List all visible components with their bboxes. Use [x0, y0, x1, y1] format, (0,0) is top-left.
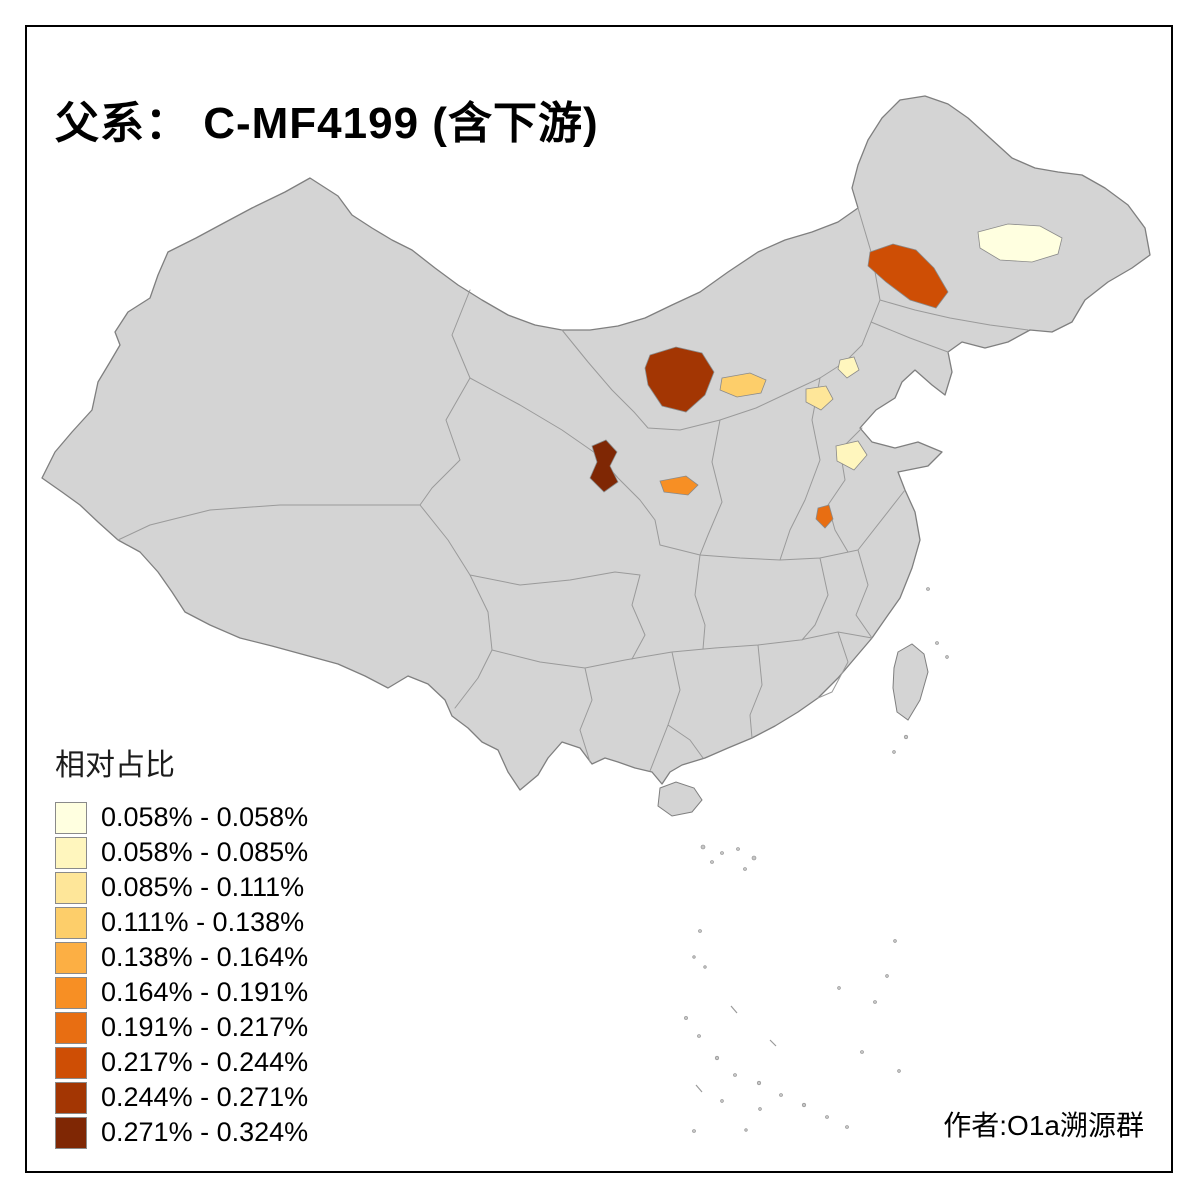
islet — [744, 1128, 748, 1132]
legend-row: 0.244% - 0.271% — [55, 1080, 308, 1115]
islet — [692, 955, 696, 959]
legend-swatch — [55, 941, 87, 974]
choropleth-region — [719, 372, 767, 398]
islet — [801, 1102, 807, 1108]
legend-swatch — [55, 801, 87, 834]
islet — [751, 855, 757, 861]
islet — [684, 1016, 688, 1020]
page-title: 父系： C-MF4199 (含下游) — [55, 99, 599, 149]
islet-dashes — [695, 1005, 777, 1093]
legend: 相对占比 0.058% - 0.058% 0.058% - 0.085% 0.0… — [55, 740, 308, 1150]
legend-swatch — [55, 1081, 87, 1114]
islet — [710, 860, 714, 864]
islet — [903, 734, 909, 740]
legend-title: 相对占比 — [55, 749, 175, 782]
legend-swatch — [55, 906, 87, 939]
attribution-text: 作者:O1a溯源群 — [943, 1110, 1144, 1141]
islet — [892, 750, 896, 754]
islet — [873, 1000, 877, 1004]
south-china-sea-islets — [684, 587, 949, 1133]
islet — [703, 965, 707, 969]
taiwan-island — [892, 643, 929, 721]
legend-label: 0.111% - 0.138% — [101, 907, 305, 937]
legend-row: 0.138% - 0.164% — [55, 940, 308, 975]
islet — [935, 641, 939, 645]
legend-rows: 0.058% - 0.058% 0.058% - 0.085% 0.085% -… — [55, 800, 308, 1150]
islet — [714, 1055, 720, 1061]
islet — [885, 974, 889, 978]
islet — [700, 844, 706, 850]
islet — [698, 929, 702, 933]
legend-label: 0.191% - 0.217% — [101, 1012, 309, 1042]
legend-row: 0.217% - 0.244% — [55, 1045, 308, 1080]
islet — [697, 1034, 701, 1038]
choropleth-region — [837, 356, 860, 379]
legend-row: 0.191% - 0.217% — [55, 1010, 308, 1045]
islet — [893, 939, 897, 943]
choropleth-region — [815, 504, 834, 529]
islet — [926, 587, 930, 591]
islet — [897, 1069, 901, 1073]
islet — [860, 1050, 864, 1054]
choropleth-region — [644, 346, 715, 413]
province-borders — [117, 207, 1029, 772]
choropleth-region — [659, 475, 699, 496]
legend-label: 0.164% - 0.191% — [101, 977, 309, 1007]
islet — [845, 1125, 849, 1129]
islet — [733, 1073, 737, 1077]
islet — [720, 851, 724, 855]
legend-label: 0.138% - 0.164% — [101, 942, 309, 972]
legend-row: 0.111% - 0.138% — [55, 905, 308, 940]
islet — [779, 1093, 783, 1097]
legend-row: 0.058% - 0.085% — [55, 835, 308, 870]
legend-swatch — [55, 871, 87, 904]
china-mainland — [41, 95, 1151, 791]
legend-label: 0.058% - 0.058% — [101, 802, 309, 832]
legend-row: 0.058% - 0.058% — [55, 800, 308, 835]
islet — [692, 1129, 696, 1133]
islet — [743, 867, 747, 871]
choropleth-region — [835, 440, 868, 471]
legend-label: 0.271% - 0.324% — [101, 1117, 309, 1147]
legend-label: 0.085% - 0.111% — [101, 872, 305, 902]
legend-swatch — [55, 976, 87, 1009]
choropleth-region — [977, 223, 1063, 263]
legend-label: 0.244% - 0.271% — [101, 1082, 309, 1112]
islet — [825, 1115, 829, 1119]
legend-swatch — [55, 1046, 87, 1079]
legend-label: 0.058% - 0.085% — [101, 837, 309, 867]
legend-label: 0.217% - 0.244% — [101, 1047, 309, 1077]
islet — [756, 1080, 762, 1086]
choropleth-region — [867, 243, 949, 309]
islet — [736, 847, 740, 851]
islet — [758, 1107, 762, 1111]
legend-swatch — [55, 836, 87, 869]
legend-swatch — [55, 1011, 87, 1044]
legend-swatch — [55, 1116, 87, 1149]
islet — [837, 986, 841, 990]
choropleth-region — [589, 439, 619, 493]
choropleth-region — [805, 385, 834, 411]
legend-row: 0.164% - 0.191% — [55, 975, 308, 1010]
islet — [720, 1099, 724, 1103]
legend-row: 0.271% - 0.324% — [55, 1115, 308, 1150]
hainan-island — [657, 781, 703, 817]
islet — [945, 655, 949, 659]
legend-row: 0.085% - 0.111% — [55, 870, 308, 905]
